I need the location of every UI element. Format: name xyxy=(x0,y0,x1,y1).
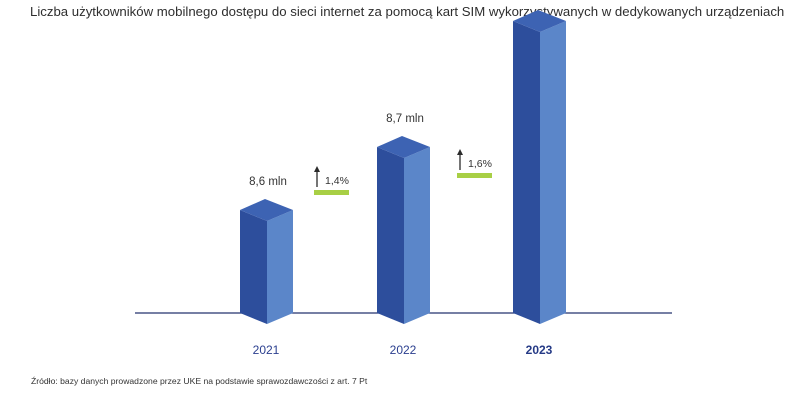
bar-2023-front xyxy=(513,21,540,324)
chart-title: Liczba użytkowników mobilnego dostępu do… xyxy=(30,4,785,19)
growth-label-1: 1,4% xyxy=(325,175,349,187)
bar-2023-side xyxy=(540,21,566,324)
growth-bar-2 xyxy=(457,173,492,178)
value-label-2022: 8,7 mln xyxy=(386,113,424,125)
growth-label-2: 1,6% xyxy=(468,158,492,170)
bar-2022-side xyxy=(404,147,430,324)
bar-2022-front xyxy=(377,147,404,324)
value-label-2021: 8,6 mln xyxy=(249,176,287,188)
x-tick-label-2023: 2023 xyxy=(526,343,553,357)
growth-arrow-icon-1 xyxy=(314,166,320,172)
x-tick-label-2021: 2021 xyxy=(253,343,280,357)
bar-2021-top xyxy=(240,199,293,221)
bar-2023-top xyxy=(513,10,566,32)
bar-2022-top xyxy=(377,136,430,158)
bar-2021-front xyxy=(240,210,267,324)
x-tick-label-2022: 2022 xyxy=(390,343,417,357)
source-note: Źródło: bazy danych prowadzone przez UKE… xyxy=(31,376,368,386)
growth-bar-1 xyxy=(314,190,349,195)
growth-arrow-icon-2 xyxy=(457,149,463,155)
bar-2021-side xyxy=(267,210,293,324)
